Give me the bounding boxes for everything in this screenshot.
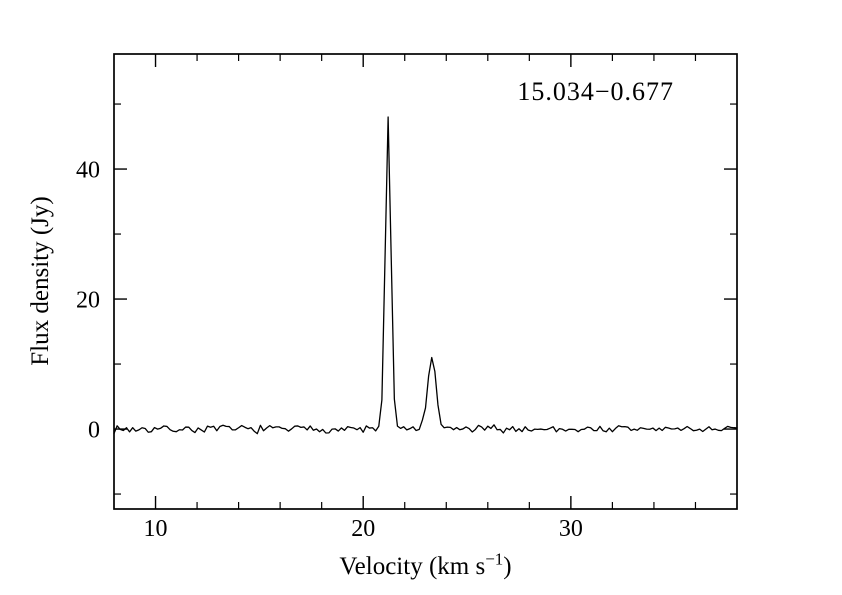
x-axis-label-text: Velocity (km s [339,553,486,580]
y-tick-label: 0 [88,417,100,443]
plot-frame [113,53,738,510]
x-axis-label-exponent: −1 [485,549,504,569]
x-tick-label: 10 [144,516,168,542]
x-axis-label: Velocity (km s−1) [114,549,737,581]
source-name-label: 15.034−0.677 [517,77,674,106]
y-tick-label: 40 [76,157,100,183]
x-tick-label: 30 [559,516,583,542]
x-tick-label: 20 [351,516,375,542]
y-tick-label: 20 [76,287,100,313]
x-axis-label-close: ) [503,553,512,580]
y-axis-label: Flux density (Jy) [27,196,54,366]
spectrum-line [113,116,738,435]
